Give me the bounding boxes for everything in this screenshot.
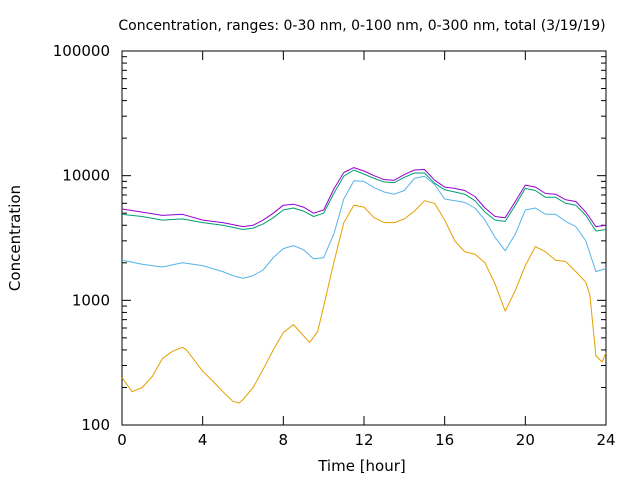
y-tick-label: 10000 — [62, 167, 110, 185]
x-tick-label: 0 — [117, 431, 127, 449]
x-tick-label: 16 — [435, 431, 454, 449]
x-tick-label: 8 — [279, 431, 289, 449]
chart-title: Concentration, ranges: 0-30 nm, 0-100 nm… — [118, 18, 605, 34]
series-line-3 — [121, 169, 607, 232]
x-tick-label: 12 — [354, 431, 373, 449]
series-line-2 — [121, 175, 607, 279]
x-tick-label: 24 — [596, 431, 615, 449]
x-tick-label: 4 — [198, 431, 208, 449]
x-axis-label: Time [hour] — [317, 457, 406, 475]
y-tick-label: 1000 — [72, 291, 110, 309]
series-line-1 — [121, 200, 607, 404]
x-axis: 0 4 8 12 16 20 24 — [117, 51, 616, 449]
y-tick-label: 100 — [81, 416, 110, 434]
y-axis: 100 1000 10000 100000 — [53, 42, 606, 434]
x-tick-label: 20 — [516, 431, 535, 449]
y-tick-label: 100000 — [53, 42, 110, 60]
series-line-4 — [121, 167, 607, 228]
y-axis-label: Concentration — [6, 185, 24, 291]
plot-frame — [121, 50, 607, 426]
series-lines — [121, 167, 607, 404]
